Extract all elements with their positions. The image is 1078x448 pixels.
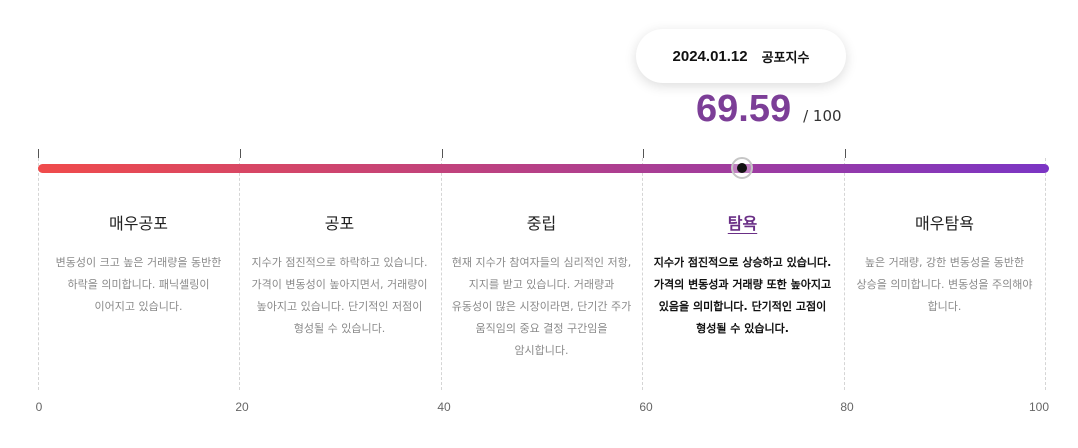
zone-divider [441, 158, 442, 390]
zone-extreme-greed: 매우탐욕 높은 거래량, 강한 변동성을 동반한 상승을 의미합니다. 변동성을… [844, 210, 1045, 318]
axis-label: 0 [35, 400, 43, 414]
current-value-marker [730, 157, 753, 179]
zone-divider [38, 158, 39, 390]
zone-description: 지수가 점진적으로 하락하고 있습니다. 가격이 변동성이 높아지면서, 거래량… [251, 256, 428, 335]
zone-description: 지수가 점진적으로 상승하고 있습니다. 가격의 변동성과 거래량 또한 높아지… [653, 256, 832, 335]
zone-neutral: 중립 현재 지수가 참여자들의 심리적인 저항, 지지를 받고 있습니다. 거래… [441, 210, 642, 362]
score-display: 69.59 / 100 [696, 88, 842, 131]
fear-greed-gauge-track [38, 164, 1049, 173]
date-tooltip: 2024.01.12 공포지수 [636, 29, 846, 83]
zone-description: 변동성이 크고 높은 거래량을 동반한 하락을 의미합니다. 패닉셀링이 이어지… [55, 256, 222, 313]
zone-fear: 공포 지수가 점진적으로 하락하고 있습니다. 가격이 변동성이 높아지면서, … [239, 210, 440, 340]
axis-label: 20 [235, 400, 249, 414]
axis-label: 100 [1028, 400, 1050, 414]
zone-divider [642, 158, 643, 390]
tooltip-label: 공포지수 [761, 50, 810, 66]
scale-tick [38, 149, 39, 158]
zone-extreme-fear: 매우공포 변동성이 크고 높은 거래량을 동반한 하락을 의미합니다. 패닉셀링… [38, 210, 239, 318]
zone-title: 중립 [526, 214, 557, 233]
scale-tick [240, 149, 241, 158]
zone-divider [239, 158, 240, 390]
zone-title: 공포 [324, 214, 355, 233]
scale-tick [845, 149, 846, 158]
zone-description: 현재 지수가 참여자들의 심리적인 저항, 지지를 받고 있습니다. 거래량과 … [451, 256, 632, 357]
score-max: / 100 [803, 107, 842, 125]
axis-label: 60 [639, 400, 653, 414]
scale-tick [442, 149, 443, 158]
zone-divider [1045, 158, 1046, 390]
tooltip-date: 2024.01.12 [672, 47, 748, 65]
scale-tick [643, 149, 644, 158]
zone-title: 매우탐욕 [915, 214, 974, 233]
score-value: 69.59 [696, 88, 792, 130]
axis-label: 80 [840, 400, 854, 414]
zone-description: 높은 거래량, 강한 변동성을 동반한 상승을 의미합니다. 변동성을 주의해야… [856, 256, 1033, 313]
marker-dot [736, 163, 747, 173]
zone-title: 매우공포 [109, 214, 168, 233]
axis-label: 40 [437, 400, 451, 414]
zone-greed: 탐욕 지수가 점진적으로 상승하고 있습니다. 가격의 변동성과 거래량 또한 … [642, 210, 843, 340]
zone-title-active[interactable]: 탐욕 [727, 214, 758, 233]
zone-divider [844, 158, 845, 390]
